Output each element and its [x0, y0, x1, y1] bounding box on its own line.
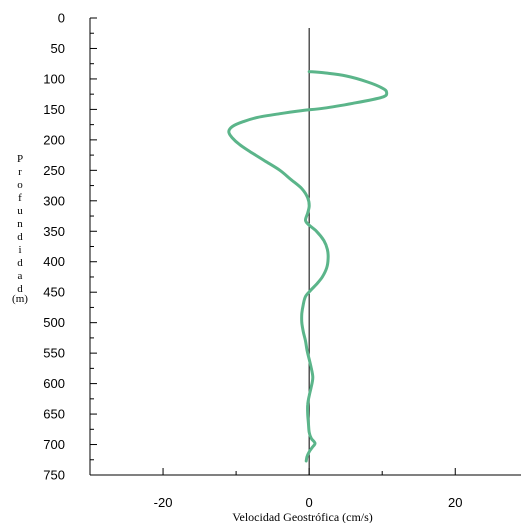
- y-axis-label-char: i: [18, 244, 21, 256]
- y-axis-label-char: d: [17, 231, 23, 243]
- y-axis-label-char: n: [17, 218, 23, 230]
- y-axis-label-char: o: [17, 179, 23, 191]
- y-axis-label-char: P: [17, 153, 23, 165]
- y-tick-label: 250: [43, 163, 65, 178]
- y-tick-label: 200: [43, 132, 65, 147]
- y-tick-label: 500: [43, 315, 65, 330]
- y-tick-label: 600: [43, 376, 65, 391]
- y-tick-label: 700: [43, 437, 65, 452]
- x-tick-label: 0: [306, 495, 313, 510]
- y-tick-label: 550: [43, 346, 65, 361]
- y-axis-label-char: a: [18, 270, 23, 282]
- y-axis-label-unit: (m): [12, 293, 28, 305]
- y-axis-label-char: f: [18, 192, 22, 204]
- x-tick-label: -20: [154, 495, 173, 510]
- y-tick-label: 150: [43, 102, 65, 117]
- y-tick-label: 400: [43, 254, 65, 269]
- x-axis-label: Velocidad Geostrófica (cm/s): [232, 510, 373, 523]
- y-axis-label-char: d: [17, 283, 23, 295]
- velocity-series-line: [227, 70, 389, 463]
- y-tick-label: 750: [43, 468, 65, 483]
- x-tick-label: 20: [448, 495, 462, 510]
- y-axis-label-char: r: [18, 166, 22, 178]
- y-tick-label: 650: [43, 407, 65, 422]
- y-axis-label-char: d: [17, 257, 23, 269]
- y-tick-label: 100: [43, 71, 65, 86]
- y-tick-label: 450: [43, 285, 65, 300]
- y-tick-label: 50: [51, 41, 65, 56]
- y-tick-label: 350: [43, 224, 65, 239]
- y-tick-label: 0: [58, 11, 65, 26]
- y-axis-label-char: u: [17, 205, 23, 217]
- y-tick-label: 300: [43, 193, 65, 208]
